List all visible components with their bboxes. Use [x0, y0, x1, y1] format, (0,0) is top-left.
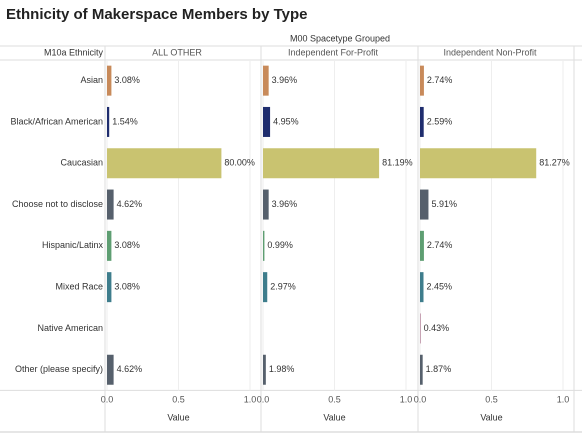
bar	[420, 313, 421, 344]
bar	[107, 189, 114, 220]
bar	[263, 354, 266, 385]
value-label: 4.95%	[273, 116, 299, 126]
x-tick-label: 0.5	[328, 394, 341, 404]
value-label: 1.54%	[112, 116, 138, 126]
value-label: 5.91%	[431, 199, 457, 209]
x-tick-label: 1.0	[244, 394, 257, 404]
bar	[263, 65, 269, 96]
bar	[107, 65, 112, 96]
bar	[263, 272, 268, 303]
category-label: Mixed Race	[55, 282, 103, 292]
panel-header: Independent Non-Profit	[443, 47, 537, 57]
bar	[420, 272, 424, 303]
value-label: 4.62%	[117, 199, 143, 209]
value-label: 2.74%	[427, 75, 453, 85]
panel-header: ALL OTHER	[152, 47, 202, 57]
value-label: 1.98%	[269, 364, 295, 374]
x-tick-label: 1.0	[400, 394, 413, 404]
category-label: Other (please specify)	[15, 364, 103, 374]
bar	[420, 230, 424, 261]
x-tick-label: 0.5	[172, 394, 185, 404]
category-label: Black/African American	[10, 116, 103, 126]
value-label: 4.62%	[117, 364, 143, 374]
bar	[420, 106, 424, 137]
value-label: 2.59%	[427, 116, 453, 126]
x-tick-label: 0.0	[101, 394, 114, 404]
category-label: Hispanic/Latinx	[42, 240, 104, 250]
bar	[420, 354, 423, 385]
value-label: 80.00%	[224, 158, 255, 168]
category-label: Caucasian	[60, 158, 103, 168]
bar	[420, 189, 429, 220]
x-axis-title: Value	[167, 412, 189, 422]
value-label: 2.97%	[270, 282, 296, 292]
panel-header: Independent For-Profit	[288, 47, 379, 57]
value-label: 3.96%	[272, 75, 298, 85]
bar	[263, 189, 269, 220]
bar	[107, 354, 114, 385]
value-label: 2.45%	[427, 282, 453, 292]
bar	[107, 106, 110, 137]
value-label: 3.08%	[114, 75, 140, 85]
value-label: 0.43%	[424, 323, 450, 333]
category-label: Choose not to disclose	[12, 199, 103, 209]
x-tick-label: 0.0	[414, 394, 427, 404]
value-label: 1.87%	[426, 364, 452, 374]
bar	[420, 148, 537, 179]
bar	[420, 65, 424, 96]
value-label: 0.99%	[267, 240, 293, 250]
bar	[263, 148, 380, 179]
value-label: 3.08%	[114, 240, 140, 250]
x-tick-label: 0.0	[257, 394, 270, 404]
x-tick-label: 0.5	[485, 394, 498, 404]
bar	[107, 230, 112, 261]
bar	[107, 148, 222, 179]
value-label: 81.27%	[539, 158, 570, 168]
value-label: 3.08%	[114, 282, 140, 292]
x-tick-label: 1.0	[557, 394, 570, 404]
value-label: 81.19%	[382, 158, 413, 168]
chart-title: Ethnicity of Makerspace Members by Type	[6, 6, 308, 23]
bar	[263, 106, 271, 137]
value-label: 3.96%	[272, 199, 298, 209]
bar	[263, 230, 265, 261]
bar	[107, 272, 112, 303]
x-axis-title: Value	[480, 412, 502, 422]
row-header: M10a Ethnicity	[44, 47, 104, 57]
category-label: Asian	[80, 75, 103, 85]
category-label: Native American	[37, 323, 103, 333]
x-axis-title: Value	[323, 412, 345, 422]
value-label: 2.74%	[427, 240, 453, 250]
column-header: M00 Spacetype Grouped	[290, 33, 390, 43]
